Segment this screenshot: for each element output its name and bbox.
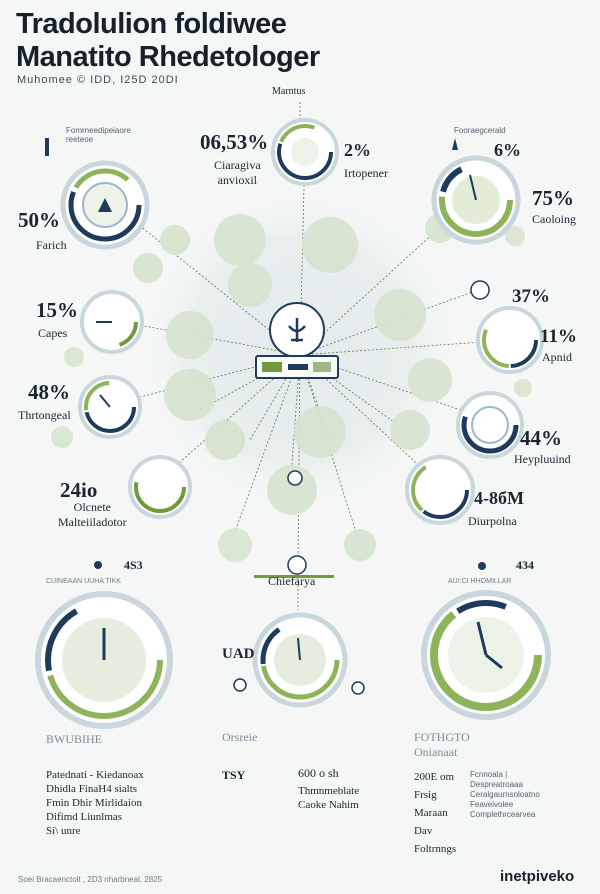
center-top-label: Marntus bbox=[272, 86, 306, 97]
center-hub bbox=[255, 302, 339, 379]
bottom-right-small-lines: Fcnnoala | Despreatroaaa Ceralgaurnsoloa… bbox=[470, 770, 540, 819]
gauge-right-3 bbox=[456, 391, 524, 459]
stat-left-1-value: 50% bbox=[18, 208, 60, 232]
stat-left-2-label: Capes bbox=[38, 326, 68, 340]
gauge-left-2 bbox=[80, 290, 144, 354]
stat-right-1-label: Caoloing bbox=[532, 212, 576, 226]
bottom-left-badge-caption: CUINEAAN UUHA TIKK bbox=[46, 578, 121, 585]
stat-right-1-value: 75% bbox=[532, 186, 574, 210]
stat-left-2-value: 15% bbox=[36, 298, 78, 322]
gauge-right-2 bbox=[476, 306, 544, 374]
stat-left-4-label: Olcnete Malteiiladotor bbox=[58, 500, 127, 529]
stat-right-0-label: Fooraegcerald bbox=[454, 126, 506, 135]
bottom-left-badge-value: 4S3 bbox=[124, 558, 143, 572]
stat-left-1-label: Farich bbox=[36, 238, 67, 252]
bottom-right-lines: 200E om Frsig Maraan Dav Foltrnngs bbox=[414, 771, 457, 855]
footer-brand: inetpiveko bbox=[500, 868, 575, 885]
gauge-bottom-mid bbox=[252, 612, 348, 708]
decor-icons bbox=[45, 138, 490, 695]
stat-right-2-value: 37% bbox=[512, 286, 550, 307]
gauge-right-1 bbox=[431, 155, 521, 245]
bottom-mid-col2-title: 600 o sh bbox=[298, 766, 339, 780]
gauge-left-1 bbox=[60, 160, 150, 250]
bottom-right-badge-caption: AUI:CI HHOMILLAR bbox=[448, 578, 512, 585]
gauge-left-3 bbox=[78, 375, 142, 439]
bottom-left-section-title: BWUBIHE bbox=[46, 732, 102, 746]
gauge-top-mid bbox=[271, 118, 339, 186]
bubble-cluster bbox=[51, 213, 532, 562]
stat-right-3-label: Apnid bbox=[542, 350, 572, 364]
stat-top-0-label: Ciaragiva anvioxil bbox=[214, 158, 261, 187]
bottom-mid-col1-title: TSY bbox=[222, 768, 246, 782]
stat-top-0-value: 06,53% bbox=[200, 130, 269, 154]
stat-top-1-value: 2% bbox=[344, 140, 371, 160]
stat-left-0-label: Fomrneedipeiaore reeteoe bbox=[66, 126, 131, 144]
bottom-mid-gauge-label: UAD bbox=[222, 646, 255, 662]
gauge-right-4 bbox=[405, 455, 475, 525]
bottom-right-section-title: FOTHGTO Onianaat bbox=[414, 730, 470, 759]
stat-right-5-label: Diurpolna bbox=[468, 514, 517, 528]
stat-right-4-label: Heypluuind bbox=[514, 452, 571, 466]
bottom-mid-section-title: Orsreie bbox=[222, 730, 258, 744]
gauge-bottom-right bbox=[421, 590, 551, 720]
page-title: Tradolulion foldiwee Manatito Rhedetolog… bbox=[16, 8, 320, 74]
title-line-1: Tradolulion foldiwee bbox=[16, 8, 287, 40]
stat-left-4-value: 24io bbox=[60, 478, 98, 502]
stat-right-4-value: 44% bbox=[520, 426, 562, 450]
stat-left-3-value: 48% bbox=[28, 380, 70, 404]
stat-left-3-label: Thrtongeal bbox=[18, 408, 71, 422]
footer-credit: Soei Bracaenctolt , 2D3 nharbneal, 2825 bbox=[18, 875, 163, 884]
stat-top-1-label: Irtopener bbox=[344, 166, 388, 180]
title-line-2: Manatito Rhedetologer bbox=[16, 41, 320, 73]
center-bottom-label: Chiefarya bbox=[268, 574, 316, 588]
gauge-left-4 bbox=[128, 455, 192, 519]
gauge-bottom-left bbox=[35, 591, 173, 729]
bottom-left-lines: Patednati - Kiedanoax Dhidla FinaH4 sial… bbox=[46, 769, 144, 837]
page-subtitle: Muhomee © IDD, I25D 20DI bbox=[17, 74, 179, 86]
bottom-right-badge-value: 434 bbox=[516, 558, 534, 572]
stat-right-5-value: 4-8бМ bbox=[474, 488, 524, 508]
stat-right-3-value: 11% bbox=[540, 326, 577, 347]
stat-right-0-value: 6% bbox=[494, 140, 521, 160]
bottom-mid-col2-lines: Thmnmeblate Caoke Nahim bbox=[298, 785, 360, 811]
